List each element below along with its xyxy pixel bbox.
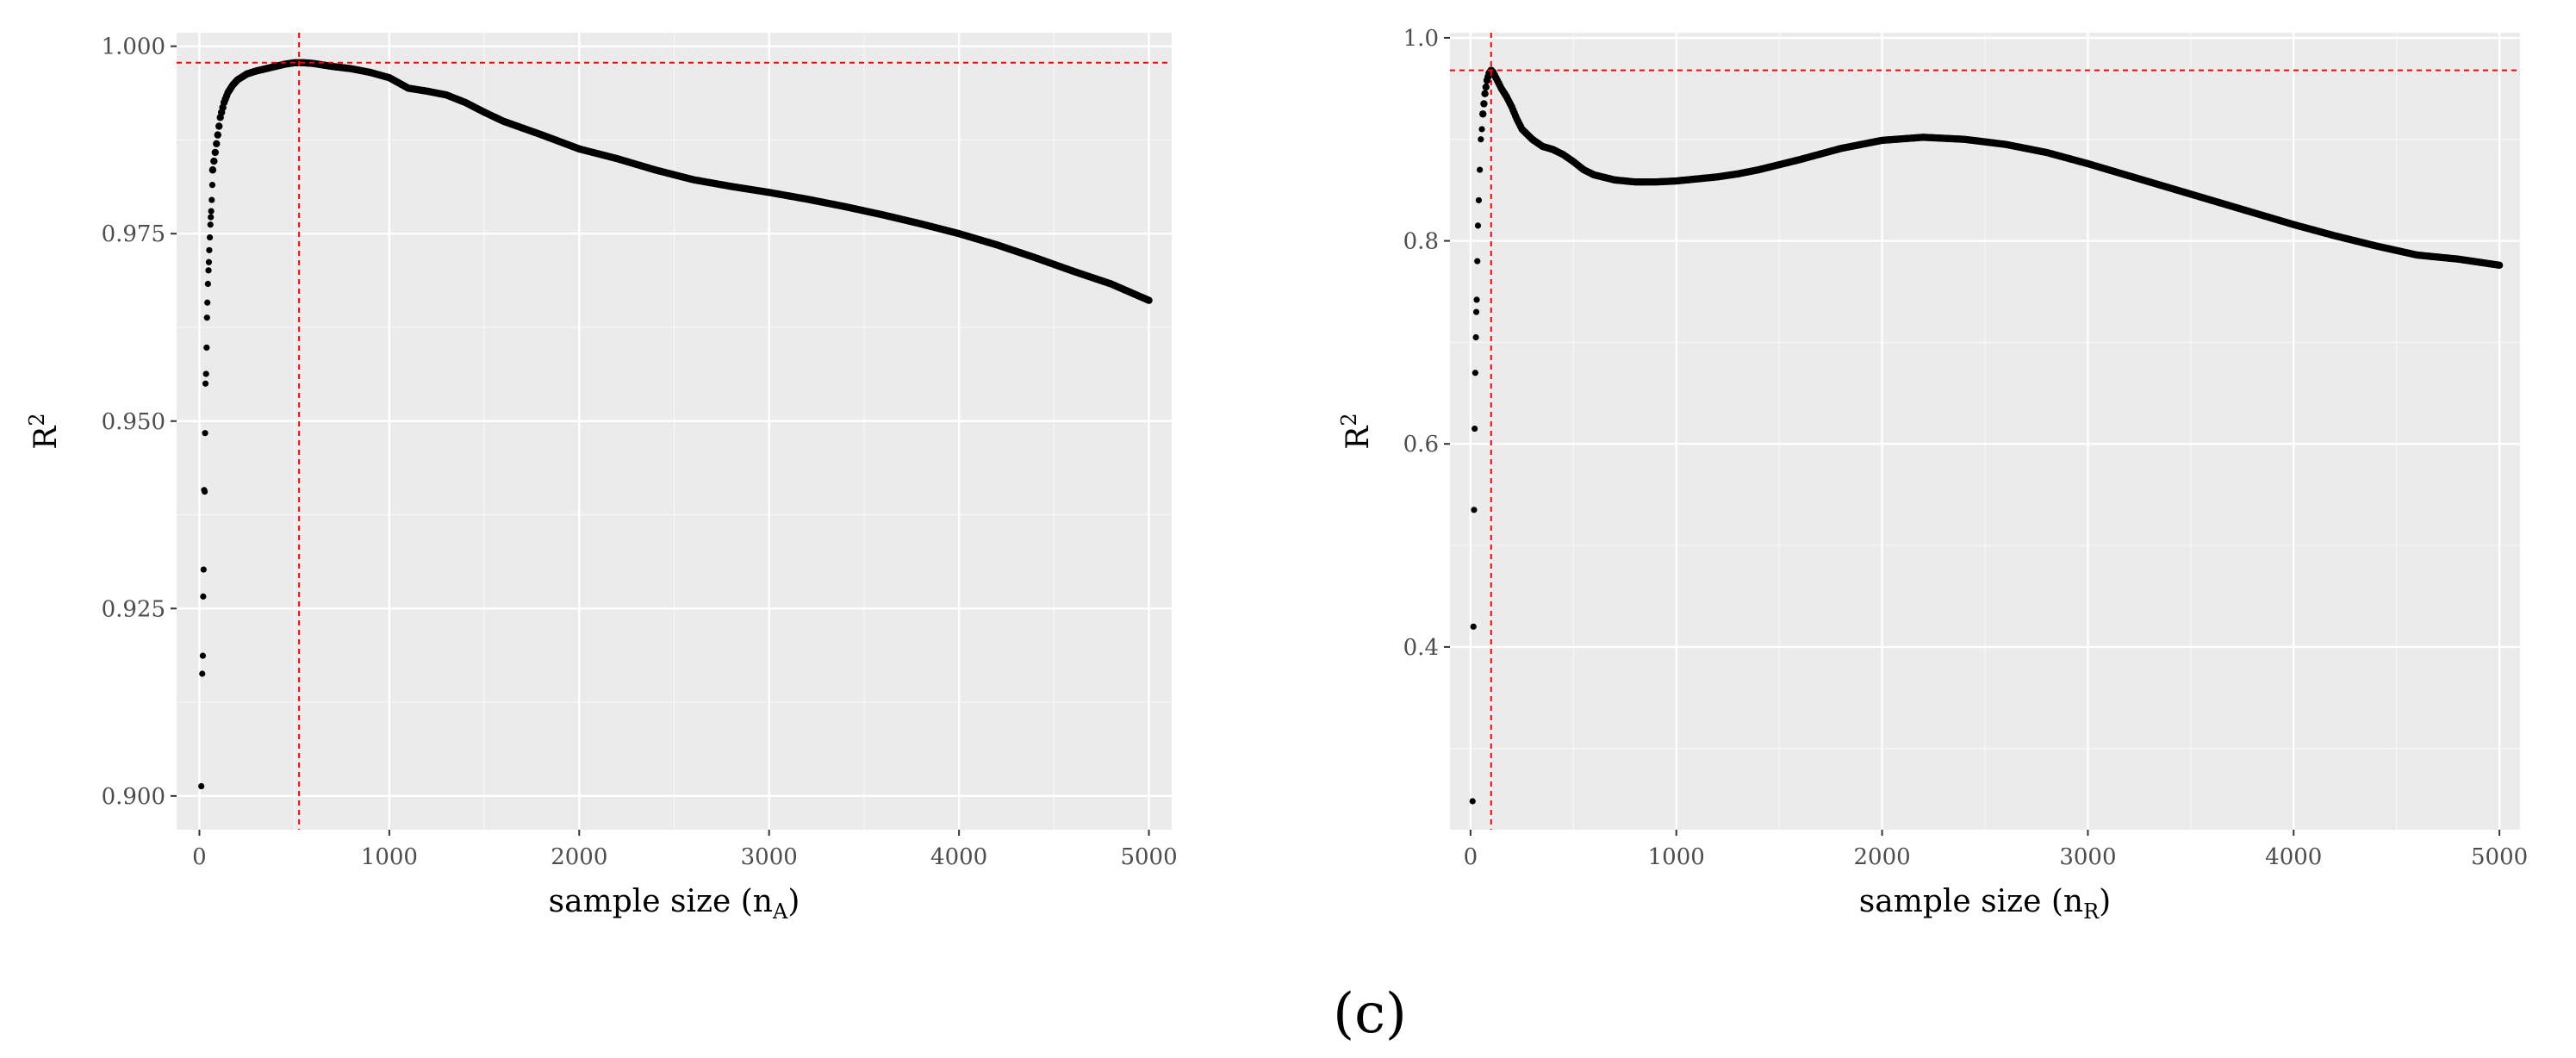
curve-data-point — [1479, 110, 1487, 118]
sparse-data-point — [204, 299, 211, 306]
x-tick-label: 5000 — [2471, 844, 2528, 870]
sparse-data-point — [208, 208, 215, 215]
x-axis-title-text: sample size (n — [549, 884, 773, 919]
sparse-data-point — [203, 314, 210, 321]
x-axis-title: sample size (nA) — [549, 884, 800, 924]
x-tick-label: 2000 — [1853, 844, 1910, 870]
sparse-data-point — [208, 196, 215, 203]
sparse-data-point — [1478, 126, 1485, 133]
sparse-data-point — [203, 344, 210, 352]
y-tick-label: 0.950 — [102, 409, 165, 435]
curve-data-point — [208, 166, 217, 174]
x-tick-label: 2000 — [551, 844, 607, 870]
curve-data-point — [211, 148, 220, 157]
curve-data-point — [1480, 100, 1488, 108]
x-tick-label: 5000 — [1120, 844, 1177, 870]
x-tick-label: 0 — [1464, 844, 1478, 870]
x-tick-label: 0 — [192, 844, 207, 870]
y-axis-title: R2 — [1337, 413, 1376, 449]
x-tick-label: 1000 — [1648, 844, 1705, 870]
y-axis-title-text: R — [1341, 426, 1376, 450]
y-tick-label: 0.8 — [1403, 229, 1439, 255]
sparse-data-point — [199, 652, 207, 659]
curve-data-point — [213, 140, 221, 147]
curve-data-point — [214, 131, 221, 139]
curve-data-point — [1145, 296, 1153, 304]
sparse-data-point — [1472, 425, 1478, 433]
sparse-data-point — [1472, 333, 1479, 341]
sparse-data-point — [1473, 296, 1480, 303]
sparse-data-point — [1470, 623, 1477, 630]
curve-data-point — [1482, 83, 1490, 91]
x-tick-label: 3000 — [741, 844, 798, 870]
figure-caption: (c) — [1333, 982, 1407, 1046]
sparse-data-point — [1471, 507, 1478, 513]
y-tick-label: 0.4 — [1403, 635, 1439, 661]
sparse-data-point — [206, 246, 213, 253]
sparse-data-point — [1474, 258, 1481, 264]
x-axis-title-subscript: R — [2083, 899, 2100, 924]
curve-data-point — [215, 122, 223, 130]
sparse-data-point — [1469, 798, 1476, 805]
sparse-data-point — [1472, 308, 1480, 315]
chart-left: 0.900 0.925 0.950 0.975 1.000 0 1000 2000 3000 40… — [25, 33, 1178, 924]
sparse-data-point — [208, 182, 216, 189]
chart-right: 0.4 0.6 0.8 1.0 0 1000 2000 3000 4000 5000 sample … — [1337, 26, 2528, 924]
sparse-data-point — [198, 782, 205, 790]
sparse-data-point — [204, 280, 211, 288]
sparse-data-point — [1475, 196, 1483, 204]
x-tick-label: 4000 — [930, 844, 987, 870]
sparse-data-point — [1474, 222, 1482, 229]
y-axis-title-text: R — [28, 426, 64, 450]
x-axis-title-text: sample size (n — [1859, 884, 2083, 919]
sparse-data-point — [1477, 166, 1484, 173]
y-tick-label: 1.0 — [1403, 26, 1439, 52]
y-tick-label: 0.975 — [102, 221, 165, 247]
x-axis-title-subscript: A — [772, 899, 788, 924]
sparse-data-point — [1472, 370, 1478, 377]
x-tick-label: 4000 — [2265, 844, 2322, 870]
sparse-data-point — [205, 258, 213, 265]
y-tick-label: 1.000 — [102, 34, 165, 60]
sparse-data-point — [202, 380, 209, 387]
y-axis-title-superscript: 2 — [1337, 413, 1361, 426]
x-axis-title: sample size (nR) — [1859, 884, 2111, 924]
sparse-data-point — [207, 221, 214, 228]
sparse-data-point — [202, 488, 208, 495]
sparse-data-point — [199, 670, 206, 677]
sparse-data-point — [200, 593, 207, 600]
x-axis-title-suffix: ) — [2099, 884, 2111, 919]
x-tick-label: 3000 — [2059, 844, 2116, 870]
curve-data-point — [1481, 90, 1489, 97]
curve-data-point — [2495, 261, 2504, 270]
y-tick-label: 0.900 — [102, 784, 165, 810]
sparse-data-point — [206, 233, 214, 241]
sparse-data-point — [205, 267, 212, 274]
sparse-data-point — [208, 214, 215, 221]
sparse-data-point — [202, 370, 209, 377]
curve-data-point — [210, 157, 218, 165]
sparse-data-point — [202, 430, 208, 437]
x-tick-label: 1000 — [361, 844, 418, 870]
y-axis-title-superscript: 2 — [25, 413, 49, 426]
y-axis-title: R2 — [25, 413, 64, 449]
sparse-data-point — [200, 566, 207, 573]
x-axis-title-suffix: ) — [787, 884, 800, 919]
sparse-data-point — [1478, 136, 1484, 143]
y-tick-label: 0.925 — [102, 596, 165, 622]
y-tick-label: 0.6 — [1403, 432, 1439, 457]
